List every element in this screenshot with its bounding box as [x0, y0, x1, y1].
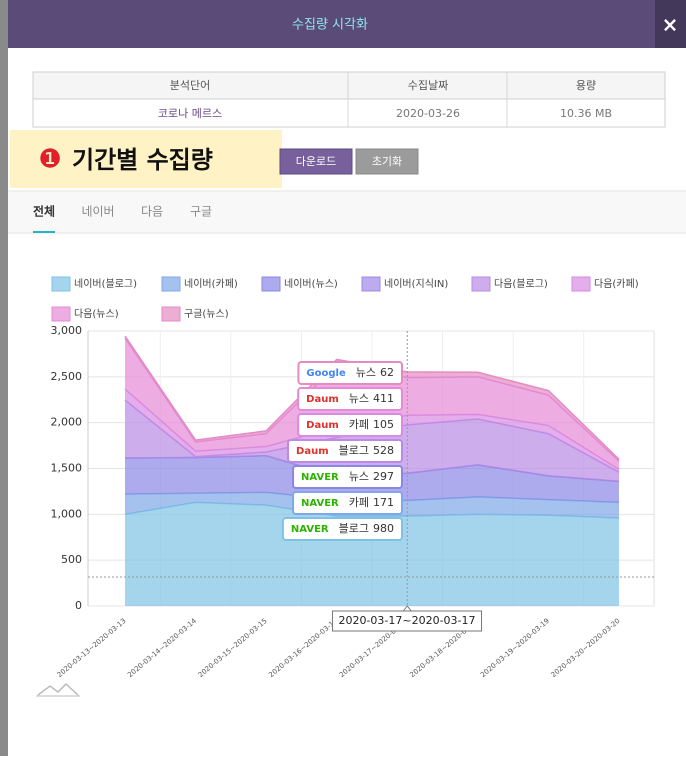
tooltip-label: 뉴스 [356, 366, 376, 379]
table-header-cell: 분석단어 [170, 79, 210, 92]
legend-label: 다음(블로그) [494, 278, 548, 290]
tooltip-item: NAVER 뉴스 297 [292, 465, 403, 489]
tooltip-item: NAVER 카페 171 [292, 491, 403, 515]
table-cell: 10.36 MB [560, 107, 612, 120]
table-cell: 코로나 메르스 [158, 107, 222, 120]
legend-label: 다음(뉴스) [74, 308, 119, 320]
legend-swatch [571, 276, 591, 292]
table-header-cell: 용량 [576, 79, 596, 92]
tooltip-label: 뉴스 [349, 392, 369, 405]
download-label[interactable]: 다운로드 [296, 155, 336, 168]
legend-swatch [261, 276, 281, 292]
tooltip-logo: Daum [296, 446, 329, 457]
tooltip-value: 411 [373, 392, 394, 405]
tab-underline [33, 231, 55, 233]
tab[interactable]: 네이버 [81, 205, 114, 219]
annotation-text: 기간별 수집량 [72, 146, 213, 174]
y-tick-label: 1,000 [51, 507, 83, 520]
y-tick-label: 3,000 [51, 324, 83, 337]
tooltip-logo: NAVER [291, 524, 329, 535]
y-tick-label: 500 [61, 553, 82, 566]
tooltip-value: 171 [373, 496, 394, 509]
y-tick-label: 0 [75, 599, 82, 612]
table-header-cell: 수집날짜 [408, 79, 448, 92]
annotation-number: ❶ [38, 145, 61, 175]
tab[interactable]: 구글 [190, 205, 212, 219]
tooltip-box [287, 439, 403, 463]
annotation-box [10, 130, 282, 188]
legend-swatch [51, 306, 71, 322]
tooltip-item: Google 뉴스 62 [297, 361, 403, 385]
legend-label: 다음(카페) [594, 278, 639, 290]
y-tick-label: 1,500 [51, 462, 83, 475]
modal-title: 수집량 시각화 [292, 18, 368, 33]
tab-active[interactable]: 전체 [33, 204, 55, 219]
legend-label: 네이버(블로그) [74, 278, 137, 290]
tooltip-box [292, 491, 403, 515]
tooltip-label: 블로그 [339, 444, 369, 457]
chart-icon [37, 682, 79, 696]
reset-label[interactable]: 초기화 [372, 155, 402, 168]
close-bg[interactable] [655, 0, 686, 48]
area-fill [125, 502, 619, 606]
y-tick-label: 2,000 [51, 416, 83, 429]
tooltip-logo: Google [306, 368, 346, 379]
tooltip-logo: NAVER [301, 498, 339, 509]
tooltip-value: 105 [373, 418, 394, 431]
legend-label: 네이버(뉴스) [284, 278, 338, 290]
table-cell: 2020-03-26 [396, 107, 460, 120]
tooltip-box [297, 387, 403, 411]
tooltip-value: 62 [380, 366, 394, 379]
tooltip-box [281, 517, 403, 541]
legend-swatch [161, 276, 181, 292]
tooltip-item: NAVER 블로그 980 [281, 517, 403, 541]
tooltip-logo: Daum [306, 394, 339, 405]
reset-button[interactable] [355, 148, 419, 175]
tooltip-value: 528 [373, 444, 394, 457]
tooltip-label: 카페 [349, 418, 369, 431]
tab[interactable]: 다음 [141, 205, 163, 219]
legend-swatch [51, 276, 71, 292]
legend-swatch [471, 276, 491, 292]
tooltip-pointer [402, 605, 413, 612]
legend-label: 네이버(카페) [184, 278, 238, 290]
tooltip-title: 2020-03-17~2020-03-17 [338, 614, 475, 627]
tooltip-label: 카페 [349, 496, 369, 509]
tab-bar [8, 191, 686, 233]
tooltip-value: 980 [373, 522, 394, 535]
tooltip-item: Daum 블로그 528 [287, 439, 403, 463]
modal-header [8, 0, 686, 48]
y-tick-label: 2,500 [51, 370, 83, 383]
tooltip-value: 297 [373, 470, 394, 483]
close-button[interactable]: × [662, 13, 679, 37]
tooltip-box [297, 361, 403, 385]
tooltip-label: 뉴스 [349, 470, 369, 483]
tooltip-item: Daum 뉴스 411 [297, 387, 403, 411]
tooltip-box [292, 465, 403, 489]
tooltip-label: 블로그 [339, 522, 369, 535]
tooltip-logo: NAVER [301, 472, 339, 483]
tooltip-logo: Daum [306, 420, 339, 431]
tooltip-box [297, 413, 403, 437]
legend-label: 네이버(지식IN) [384, 278, 448, 290]
tooltip-item: Daum 카페 105 [297, 413, 403, 437]
download-button[interactable] [279, 148, 353, 175]
table-header [32, 71, 666, 100]
legend-label: 구글(뉴스) [184, 308, 229, 320]
legend-swatch [161, 306, 181, 322]
legend-swatch [361, 276, 381, 292]
